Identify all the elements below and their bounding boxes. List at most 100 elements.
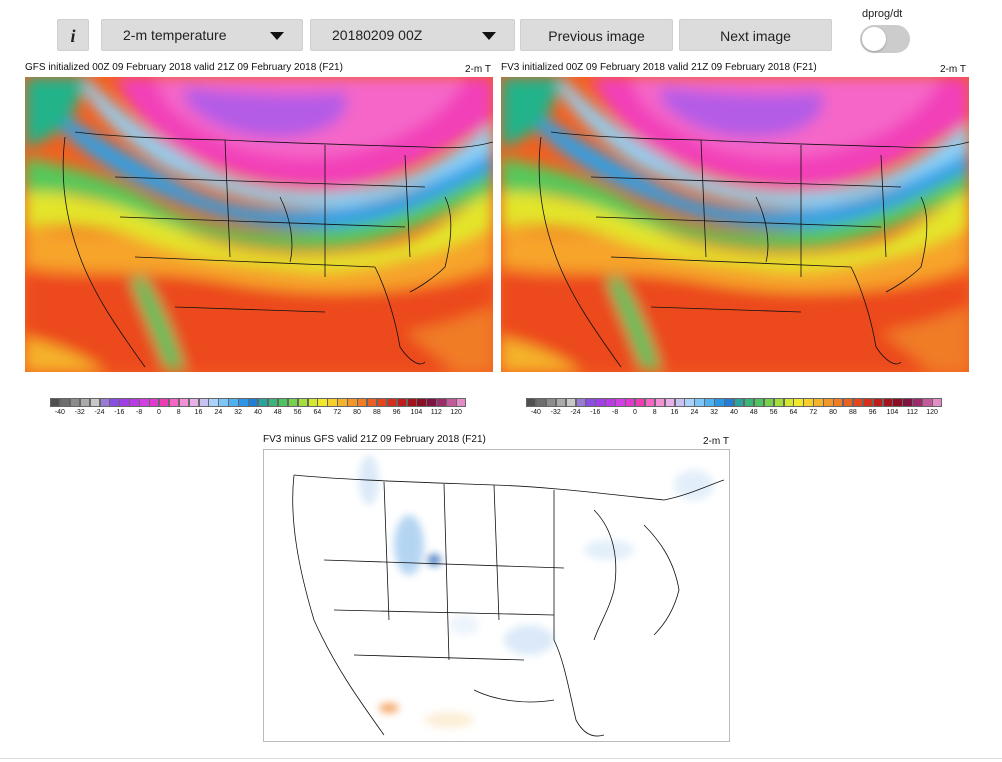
colorbar-swatch [605,398,616,407]
colorbar-swatch [178,398,190,407]
colorbar-swatch [129,398,140,407]
colorbar-tick-label: 0 [156,409,161,416]
info-icon: i [70,26,76,46]
colorbar-swatch [882,398,893,407]
colorbar-swatch [426,398,437,407]
colorbar-swatch [922,398,933,407]
colorbar-tick-label: 8 [176,409,181,416]
colorbar-swatch [585,398,596,407]
colorbar-tick-label: 96 [868,409,877,416]
colorbar-swatch [396,398,408,407]
colorbar-swatch [704,398,715,407]
colorbar-swatch [902,398,913,407]
colorbar-swatch [208,398,219,407]
chevron-down-icon [482,32,496,40]
fv3-temperature-map[interactable] [501,77,969,372]
colorbar-swatch [267,398,279,407]
page-divider [0,758,1002,759]
colorbar-swatch [625,398,636,407]
colorbar-swatch [287,398,299,407]
date-select-value: 20180209 00Z [332,27,423,43]
colorbar-tick-label: 104 [886,409,899,416]
colorbar-tick-label: -8 [612,409,619,416]
fv3-map-title: FV3 initialized 00Z 09 February 2018 val… [501,62,817,73]
colorbar-tick-label: 40 [254,409,262,416]
colorbar-swatch [753,398,765,407]
colorbar-swatch [694,398,705,407]
colorbar-swatch [158,398,170,407]
colorbar-tick-label: -32 [74,409,85,416]
colorbar-swatch [79,398,91,407]
dprog-dt-label: dprog/dt [862,8,903,20]
fv3-minus-gfs-map[interactable] [263,449,730,742]
colorbar-swatch [198,398,209,407]
colorbar-swatch [238,398,249,407]
gfs-temperature-map[interactable] [25,77,493,372]
colorbar-swatch [168,398,180,407]
colorbar-tick-label: 112 [430,409,442,416]
colorbar-tick-label: 104 [410,409,423,416]
variable-select[interactable]: 2-m temperature [101,19,303,51]
colorbar-swatch [535,398,547,407]
colorbar-tick-label: -32 [550,409,561,416]
colorbar-swatch [366,398,378,407]
colorbar-tick-label: 64 [789,409,798,416]
colorbar-tick-label: 32 [710,409,719,416]
next-image-label: Next image [720,28,791,44]
colorbar-tick-label: -16 [114,409,125,416]
colorbar-swatch [595,398,606,407]
previous-image-button[interactable]: Previous image [520,19,673,51]
colorbar-tick-label: 56 [769,409,778,416]
colorbar-swatch [912,398,923,407]
previous-image-label: Previous image [548,28,645,44]
colorbar-swatch [337,398,348,407]
colorbar-tick-label: 72 [809,409,818,416]
gfs-map-title: GFS initialized 00Z 09 February 2018 val… [25,62,343,73]
colorbar-swatch [109,398,120,407]
colorbar-swatch [842,398,854,407]
colorbar-swatch [734,398,745,407]
colorbar-tick-label: -16 [590,409,601,416]
colorbar-swatch [555,398,567,407]
dprog-dt-toggle[interactable] [860,25,910,53]
colorbar-tick-label: -24 [94,409,105,416]
colorbar-tick-label: 40 [730,409,738,416]
colorbar-tick-label: -8 [136,409,143,416]
colorbar-swatch [823,398,834,407]
variable-select-value: 2-m temperature [123,27,227,43]
colorbar-swatch [228,398,239,407]
info-button[interactable]: i [57,19,89,51]
colorbar-swatch [99,398,110,407]
colorbar-swatch [803,398,814,407]
diff-map-title: FV3 minus GFS valid 21Z 09 February 2018… [263,434,486,445]
colorbar-tick-label: 56 [293,409,302,416]
chevron-down-icon [270,32,284,40]
colorbar-swatch [575,398,586,407]
colorbar-swatch [872,398,884,407]
date-select[interactable]: 20180209 00Z [310,19,515,51]
colorbar-swatch [416,398,427,407]
colorbar-swatch [357,398,368,407]
colorbar-tick-label: -40 [54,409,65,416]
colorbar-swatch [456,398,467,407]
colorbar-tick-label: 8 [652,409,657,416]
colorbar-swatch [89,398,100,407]
diff-field-label: 2-m T [703,436,729,447]
colorbar-swatch [783,398,794,407]
colorbar-swatch [615,398,626,407]
next-image-button[interactable]: Next image [679,19,832,51]
fv3-field-label: 2-m T [940,64,966,75]
colorbar-swatch [526,398,537,407]
colorbar-tick-label: 0 [632,409,637,416]
colorbar-swatch [644,398,656,407]
colorbar-swatch [218,398,229,407]
colorbar-swatch [50,398,61,407]
colorbar-swatch [347,398,358,407]
colorbar-tick-label: 64 [313,409,322,416]
colorbar-tick-label: 88 [372,409,381,416]
colorbar-swatch [743,398,755,407]
colorbar-tick-label: 16 [194,409,203,416]
colorbar-swatch [258,398,269,407]
colorbar-swatch [773,398,784,407]
colorbar-tick-label: 80 [353,409,361,416]
